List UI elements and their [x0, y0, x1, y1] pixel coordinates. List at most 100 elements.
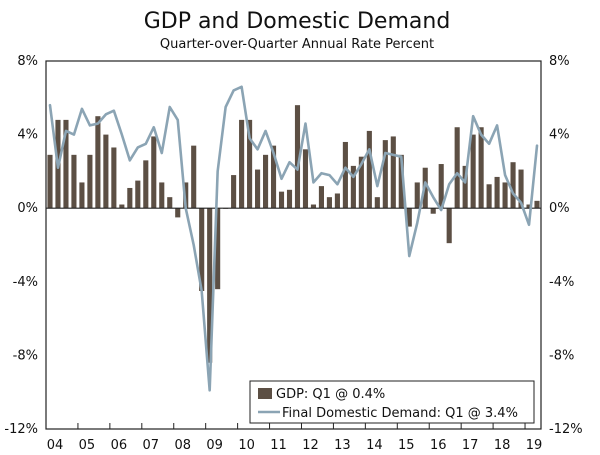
gdp-bar — [382, 140, 388, 209]
x-tick-label: 18 — [494, 438, 511, 453]
y-tick-label-left: -12% — [4, 422, 38, 437]
y-tick-label-right: 4% — [549, 128, 570, 143]
x-tick-label: 14 — [366, 438, 383, 453]
x-tick-label: 08 — [174, 438, 191, 453]
gdp-bar — [358, 156, 364, 209]
chart-subtitle: Quarter-over-Quarter Annual Rate Percent — [160, 37, 434, 52]
x-tick-label: 16 — [430, 438, 447, 453]
gdp-bar — [470, 134, 476, 209]
gdp-bar — [143, 160, 149, 209]
x-tick-label: 09 — [206, 438, 223, 453]
gdp-bar — [127, 187, 133, 209]
gdp-bar — [406, 208, 412, 227]
gdp-bar — [302, 149, 309, 209]
x-tick-label: 05 — [79, 438, 96, 453]
gdp-bar — [462, 165, 468, 209]
gdp-bar — [326, 197, 332, 209]
gdp-bar — [175, 208, 181, 218]
y-tick-label-left: -4% — [13, 275, 38, 290]
gdp-bar — [414, 182, 420, 209]
gdp-bar — [215, 208, 221, 290]
right-y-tick-labels: 8% 4% 0% -4% -8% -12% — [549, 54, 583, 437]
gdp-bar — [87, 154, 93, 209]
legend-box — [249, 380, 535, 424]
gdp-bar — [270, 145, 277, 209]
gdp-bar — [446, 208, 452, 244]
gdp-bar — [71, 154, 77, 209]
y-tick-label-right: -8% — [549, 348, 574, 363]
gdp-bar — [231, 175, 237, 209]
x-tick-label: 10 — [238, 438, 255, 453]
gdp-bar — [151, 136, 157, 209]
gdp-bar — [374, 197, 380, 209]
x-tick-marks — [77, 423, 526, 429]
gdp-bar — [286, 189, 293, 209]
gdp-bar — [239, 119, 245, 209]
gdp-bar — [534, 200, 540, 209]
plot-frame — [45, 60, 542, 430]
legend-swatch-gdp — [258, 388, 272, 399]
gdp-bar — [518, 169, 524, 209]
gdp-bar — [135, 180, 141, 209]
gdp-bar — [247, 119, 253, 209]
gdp-bar — [390, 136, 396, 209]
gdp-bar — [103, 134, 109, 209]
gdp-bar — [294, 105, 301, 209]
x-tick-label: 13 — [334, 438, 351, 453]
x-tick-label: 11 — [270, 438, 287, 453]
gdp-bar — [79, 182, 85, 209]
gdp-bar — [366, 130, 372, 209]
gdp-bar — [494, 176, 500, 209]
gdp-bar — [111, 147, 117, 209]
chart-title: GDP and Domestic Demand — [144, 9, 451, 34]
legend[interactable]: GDP: Q1 @ 0.4% Final Domestic Demand: Q1… — [249, 380, 535, 424]
gdp-bar — [191, 145, 197, 209]
y-tick-label-right: -12% — [549, 422, 583, 437]
gdp-bar — [486, 184, 492, 209]
x-tick-label: 19 — [526, 438, 543, 453]
gdp-bar — [278, 191, 285, 209]
x-tick-label: 17 — [462, 438, 479, 453]
y-tick-label-left: 0% — [17, 201, 38, 216]
legend-label-final-domestic-demand: Final Domestic Demand: Q1 @ 3.4% — [282, 406, 518, 421]
gdp-bar — [255, 169, 261, 209]
gdp-bar — [438, 164, 444, 209]
y-tick-label-left: 4% — [17, 128, 38, 143]
gdp-bar — [430, 208, 436, 214]
gdp-bar — [510, 162, 516, 209]
x-tick-labels: 04 05 06 07 08 09 10 11 12 13 14 15 16 17 18 19 — [47, 438, 543, 453]
left-y-tick-labels: 8% 4% 0% -4% -8% -12% — [4, 54, 38, 437]
gdp-bar — [159, 182, 165, 209]
gdp-bar — [199, 208, 205, 291]
x-tick-label: 15 — [398, 438, 415, 453]
gdp-bar — [263, 154, 269, 209]
gdp-bar — [350, 165, 356, 209]
gdp-bar — [207, 208, 213, 363]
gdp-bar — [47, 154, 53, 209]
gdp-bar — [502, 182, 508, 209]
gdp-bar — [167, 197, 173, 209]
y-tick-label-left: 8% — [17, 54, 38, 69]
gdp-bar — [478, 127, 484, 209]
gdp-bar — [310, 204, 317, 209]
gdp-bar — [454, 127, 460, 209]
gdp-bar — [119, 204, 125, 209]
final-domestic-demand-line — [48, 85, 539, 392]
gdp-bar — [342, 141, 348, 209]
gdp-bar — [63, 119, 69, 209]
y-tick-label-right: 8% — [549, 54, 570, 69]
y-tick-label-right: 0% — [549, 201, 570, 216]
gdp-bar — [526, 204, 532, 209]
x-tick-label: 07 — [143, 438, 160, 453]
x-tick-label: 12 — [302, 438, 319, 453]
x-tick-label: 06 — [111, 438, 128, 453]
legend-label-gdp: GDP: Q1 @ 0.4% — [276, 387, 385, 402]
x-tick-label: 04 — [47, 438, 64, 453]
gdp-bars — [47, 105, 540, 363]
gdp-bar — [334, 193, 340, 209]
gdp-bar — [318, 186, 324, 209]
y-tick-label-right: -4% — [549, 275, 574, 290]
gdp-bar — [398, 154, 404, 209]
